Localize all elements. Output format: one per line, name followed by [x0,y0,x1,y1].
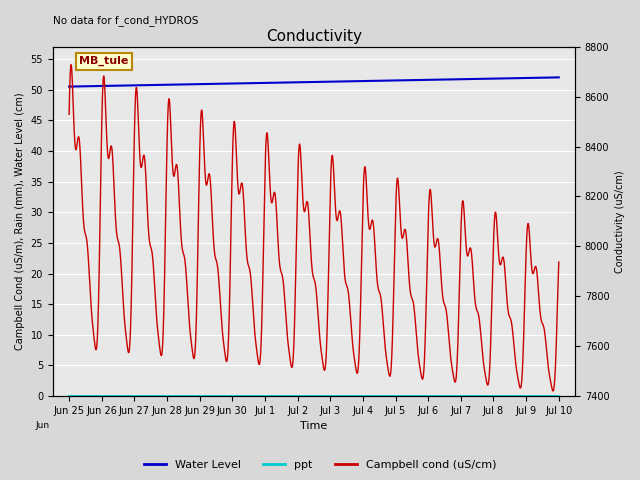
Title: Conductivity: Conductivity [266,29,362,44]
Y-axis label: Conductivity (uS/cm): Conductivity (uS/cm) [615,170,625,273]
Y-axis label: Campbell Cond (uS/m), Rain (mm), Water Level (cm): Campbell Cond (uS/m), Rain (mm), Water L… [15,93,25,350]
Text: Jun: Jun [36,421,50,430]
Text: No data for f_cond_HYDROS: No data for f_cond_HYDROS [52,15,198,26]
Legend: Water Level, ppt, Campbell cond (uS/cm): Water Level, ppt, Campbell cond (uS/cm) [140,456,500,474]
X-axis label: Time: Time [300,421,328,432]
Text: MB_tule: MB_tule [79,56,128,66]
